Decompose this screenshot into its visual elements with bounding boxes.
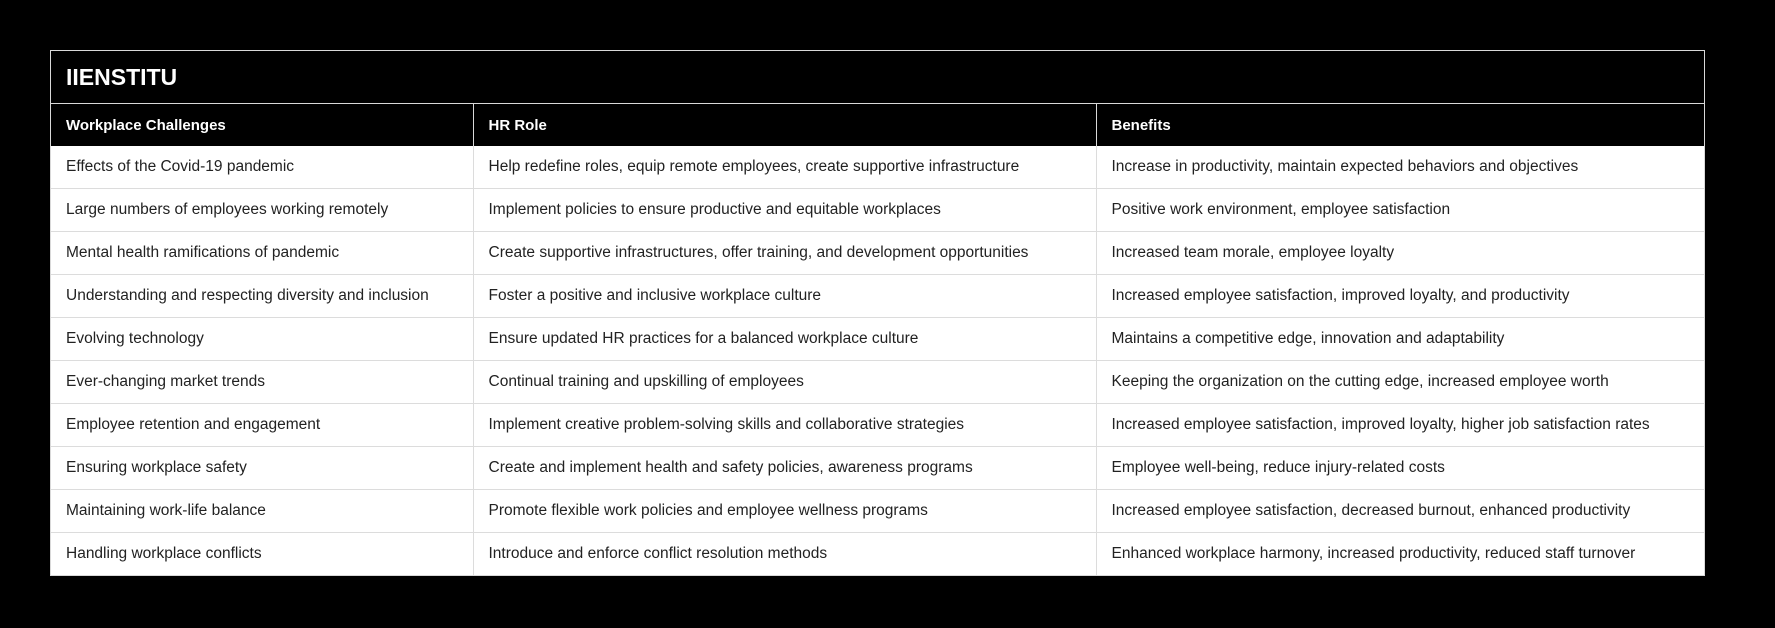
cell-hr-role: Introduce and enforce conflict resolutio…: [472, 532, 1096, 575]
column-header-hr-role: HR Role: [472, 104, 1096, 146]
cell-benefits: Increased employee satisfaction, decreas…: [1095, 489, 1704, 533]
challenges-table: Workplace Challenges HR Role Benefits Ef…: [51, 104, 1704, 575]
table-row: Maintaining work-life balance Promote fl…: [51, 489, 1704, 533]
cell-hr-role: Ensure updated HR practices for a balanc…: [472, 317, 1096, 361]
table-row: Mental health ramifications of pandemic …: [51, 231, 1704, 275]
cell-challenge: Handling workplace conflicts: [51, 532, 473, 575]
column-header-workplace-challenges: Workplace Challenges: [51, 104, 473, 146]
cell-challenge: Evolving technology: [51, 317, 473, 361]
column-header-benefits: Benefits: [1095, 104, 1704, 146]
table-row: Large numbers of employees working remot…: [51, 188, 1704, 232]
cell-hr-role: Implement creative problem-solving skill…: [472, 403, 1096, 447]
table-row: Ever-changing market trends Continual tr…: [51, 360, 1704, 404]
table-row: Evolving technology Ensure updated HR pr…: [51, 317, 1704, 361]
cell-challenge: Large numbers of employees working remot…: [51, 188, 473, 232]
cell-hr-role: Create and implement health and safety p…: [472, 446, 1096, 490]
table-title: IIENSTITU: [51, 51, 1704, 104]
cell-hr-role: Implement policies to ensure productive …: [472, 188, 1096, 232]
cell-challenge: Ensuring workplace safety: [51, 446, 473, 490]
cell-benefits: Increase in productivity, maintain expec…: [1095, 146, 1704, 189]
cell-challenge: Ever-changing market trends: [51, 360, 473, 404]
table-row: Employee retention and engagement Implem…: [51, 403, 1704, 447]
cell-benefits: Keeping the organization on the cutting …: [1095, 360, 1704, 404]
table-row: Handling workplace conflicts Introduce a…: [51, 532, 1704, 575]
cell-hr-role: Continual training and upskilling of emp…: [472, 360, 1096, 404]
data-table-container: IIENSTITU Workplace Challenges HR Role B…: [50, 50, 1705, 576]
table-row: Effects of the Covid-19 pandemic Help re…: [51, 146, 1704, 189]
cell-benefits: Positive work environment, employee sati…: [1095, 188, 1704, 232]
cell-benefits: Maintains a competitive edge, innovation…: [1095, 317, 1704, 361]
cell-benefits: Increased employee satisfaction, improve…: [1095, 403, 1704, 447]
cell-challenge: Employee retention and engagement: [51, 403, 473, 447]
cell-hr-role: Promote flexible work policies and emplo…: [472, 489, 1096, 533]
cell-benefits: Increased employee satisfaction, improve…: [1095, 274, 1704, 318]
cell-benefits: Employee well-being, reduce injury-relat…: [1095, 446, 1704, 490]
cell-challenge: Maintaining work-life balance: [51, 489, 473, 533]
cell-challenge: Understanding and respecting diversity a…: [51, 274, 473, 318]
cell-challenge: Mental health ramifications of pandemic: [51, 231, 473, 275]
table-row: Ensuring workplace safety Create and imp…: [51, 446, 1704, 490]
table-row: Understanding and respecting diversity a…: [51, 274, 1704, 318]
cell-hr-role: Help redefine roles, equip remote employ…: [472, 146, 1096, 189]
cell-hr-role: Foster a positive and inclusive workplac…: [472, 274, 1096, 318]
cell-benefits: Enhanced workplace harmony, increased pr…: [1095, 532, 1704, 575]
header-row: Workplace Challenges HR Role Benefits: [51, 104, 1704, 146]
cell-hr-role: Create supportive infrastructures, offer…: [472, 231, 1096, 275]
cell-benefits: Increased team morale, employee loyalty: [1095, 231, 1704, 275]
cell-challenge: Effects of the Covid-19 pandemic: [51, 146, 473, 189]
